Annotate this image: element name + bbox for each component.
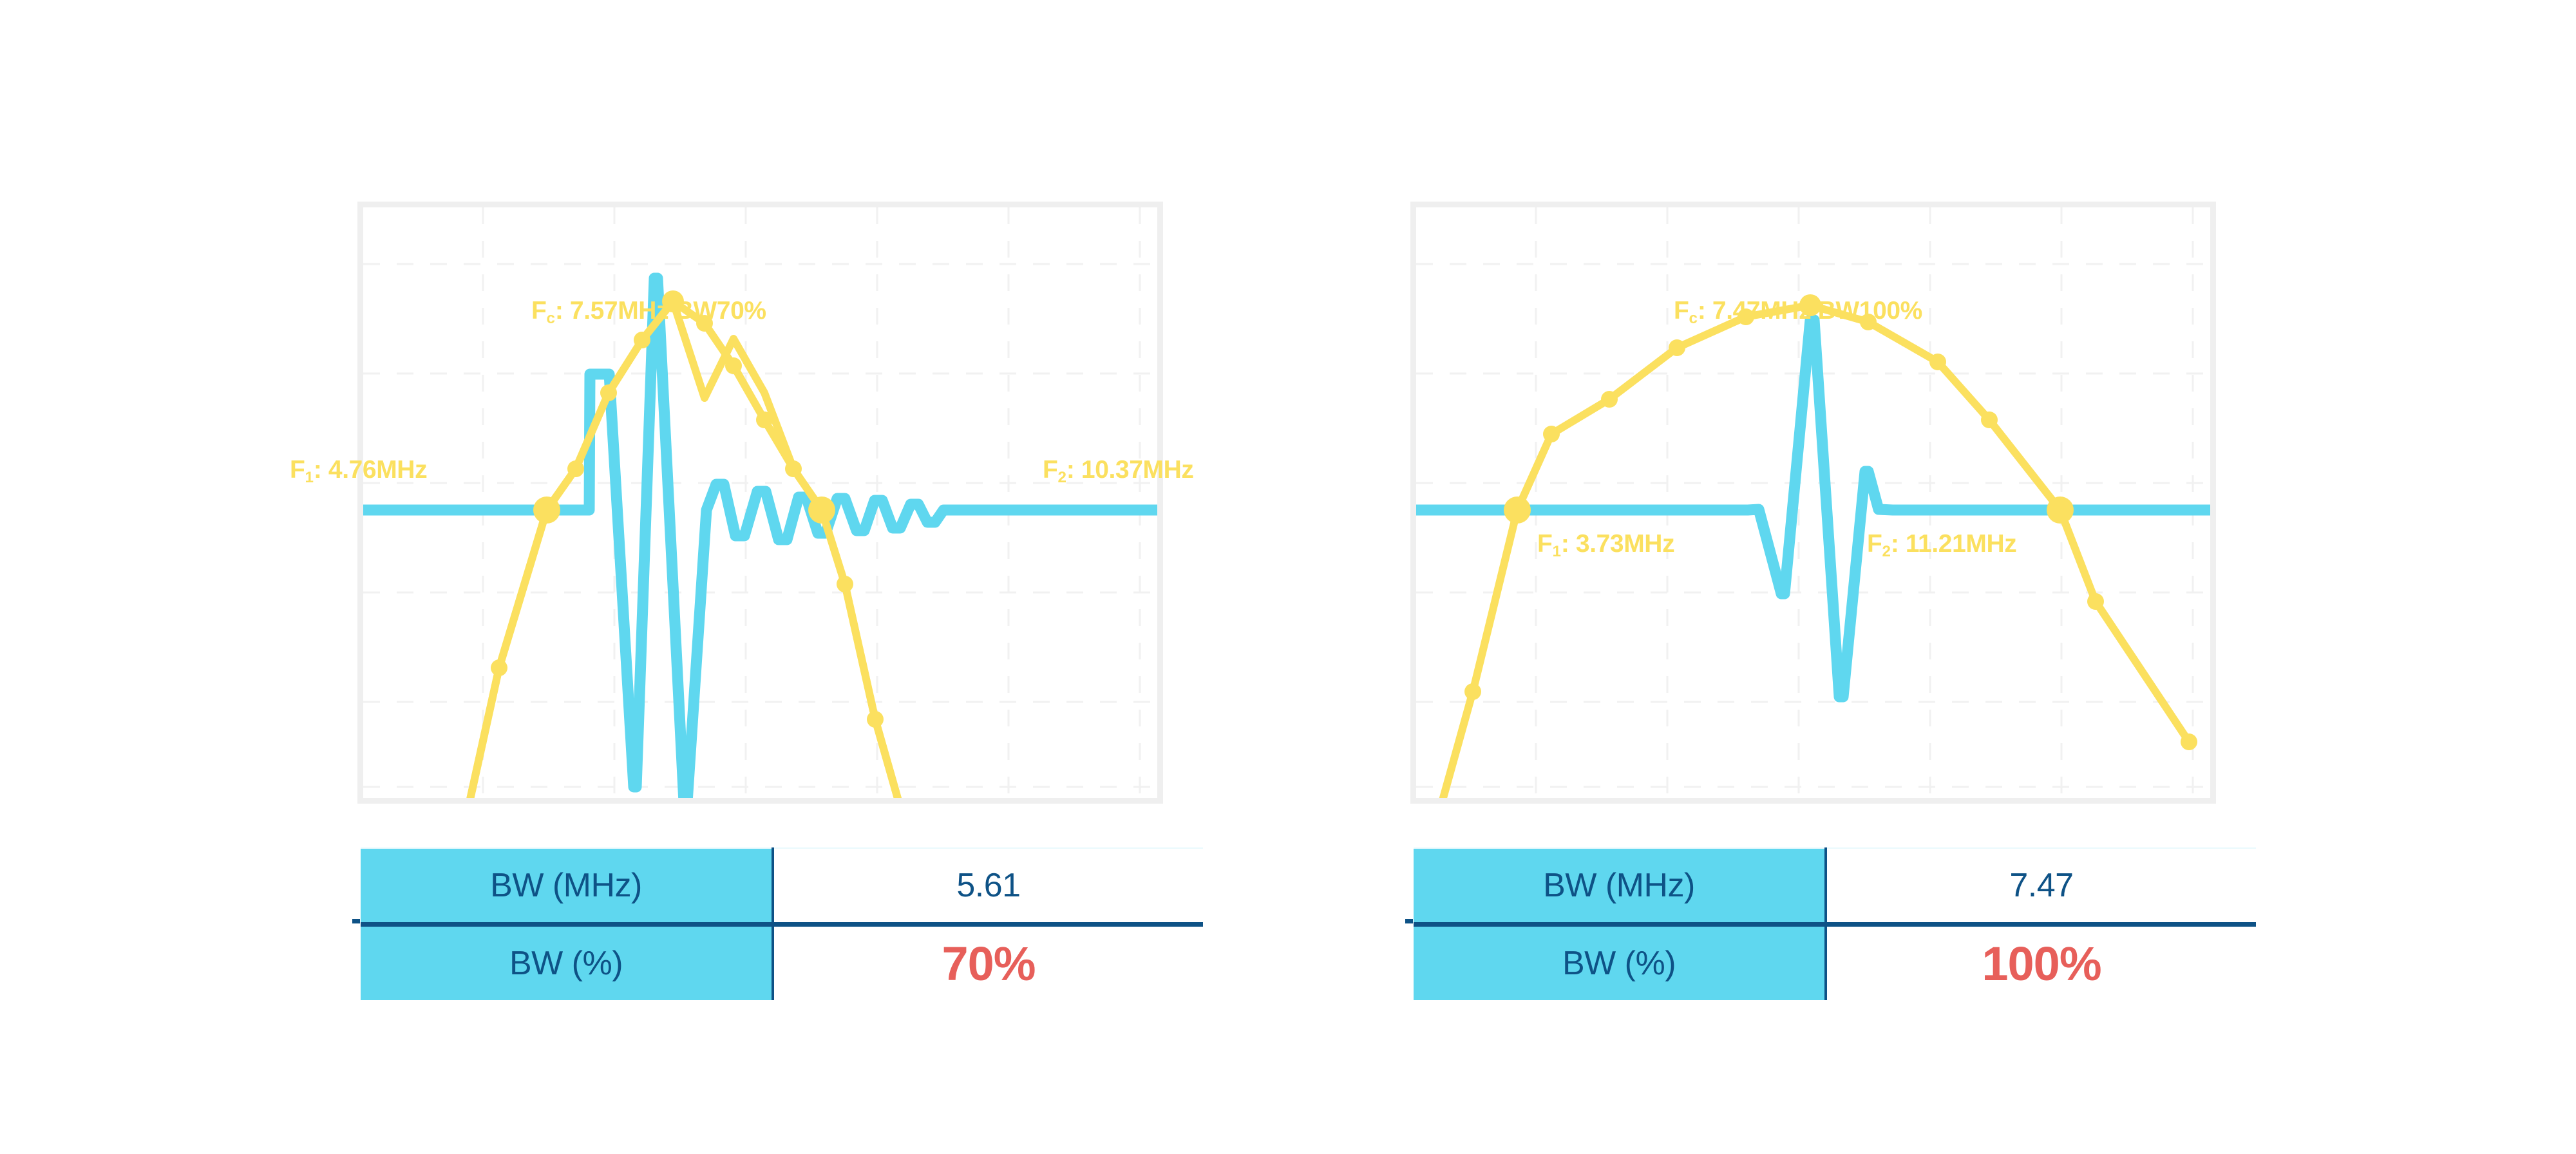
annotation-lower-cutoff-left: F1: 4.76MHz [290,456,428,486]
table-row: BW (%) 100% [1414,924,2256,1000]
annotation-text: : 11.21MHz [1890,530,2017,558]
bandwidth-table-right: BW (MHz) 7.47 BW (%) 100% [1414,847,2256,1000]
table-rule-extension [352,919,360,923]
annotation-subscript: 1 [305,469,314,487]
bw-mhz-value: 5.61 [773,847,1203,927]
annotation-subscript: 2 [1882,543,1891,561]
bandwidth-table-left: BW (MHz) 5.61 BW (%) 70% [361,847,1203,1000]
spectrum-curve-right [1439,301,2193,798]
annotation-symbol: F [1537,530,1553,558]
annotation-upper-cutoff-left: F2: 10.37MHz [1043,456,1194,486]
annotation-center-frequency-left: Fc: 7.57MHz BW70% [531,297,766,326]
annotation-lower-cutoff-right: F1: 3.73MHz [1537,530,1675,560]
annotation-text: : 7.57MHz BW70% [554,297,766,325]
annotation-upper-cutoff-right: F2: 11.21MHz [1867,530,2017,560]
plot-area-left [363,207,1157,798]
chart-svg-right [1416,207,2210,798]
table-row: BW (MHz) 7.47 [1414,847,2256,927]
bw-mhz-label: BW (MHz) [361,847,774,927]
annotation-text: : 3.73MHz [1560,530,1675,558]
bw-mhz-value: 7.47 [1826,847,2256,927]
annotation-text: : 4.76MHz [313,456,428,484]
measurement-block-left: Fc: 7.57MHz BW70% F1: 4.76MHz F2: 10.37M… [290,202,1203,1000]
bw-pct-label: BW (%) [1414,924,1827,1000]
spectrum-markers-right [1464,294,2197,750]
annotation-text: : 7.47MHz BW100% [1697,297,1922,325]
spectrum-markers-left [491,290,884,728]
chart-panel-right: Fc: 7.47MHz BW100% F1: 3.73MHz F2: 11.21… [1410,202,2216,804]
annotation-symbol: F [1674,297,1689,325]
bw-pct-value: 100% [1826,924,2256,1000]
gridlines-left [363,207,1157,798]
annotation-center-frequency-right: Fc: 7.47MHz BW100% [1674,297,1922,326]
chart-panel-left: Fc: 7.57MHz BW70% F1: 4.76MHz F2: 10.37M… [290,202,1194,804]
annotation-subscript: 1 [1552,543,1561,561]
pulse-waveform-right [1416,314,2210,703]
table-row: BW (MHz) 5.61 [361,847,1203,927]
pulse-waveform-left [363,272,1157,798]
annotation-text: : 10.37MHz [1066,456,1194,484]
annotation-subscript: c [546,310,555,328]
bw-mhz-label: BW (MHz) [1414,847,1827,927]
chart-svg-left [363,207,1157,798]
measurement-block-right: Fc: 7.47MHz BW100% F1: 3.73MHz F2: 11.21… [1405,202,2256,1000]
annotation-symbol: F [531,297,547,325]
table-rule-extension [1405,919,1413,923]
plot-area-right [1416,207,2210,798]
bw-pct-value: 70% [773,924,1203,1000]
annotation-symbol: F [1867,530,1882,558]
bw-pct-label: BW (%) [361,924,774,1000]
annotation-symbol: F [1043,456,1058,484]
table-row: BW (%) 70% [361,924,1203,1000]
annotation-symbol: F [290,456,305,484]
annotation-subscript: 2 [1057,469,1066,487]
annotation-subscript: c [1689,310,1698,328]
